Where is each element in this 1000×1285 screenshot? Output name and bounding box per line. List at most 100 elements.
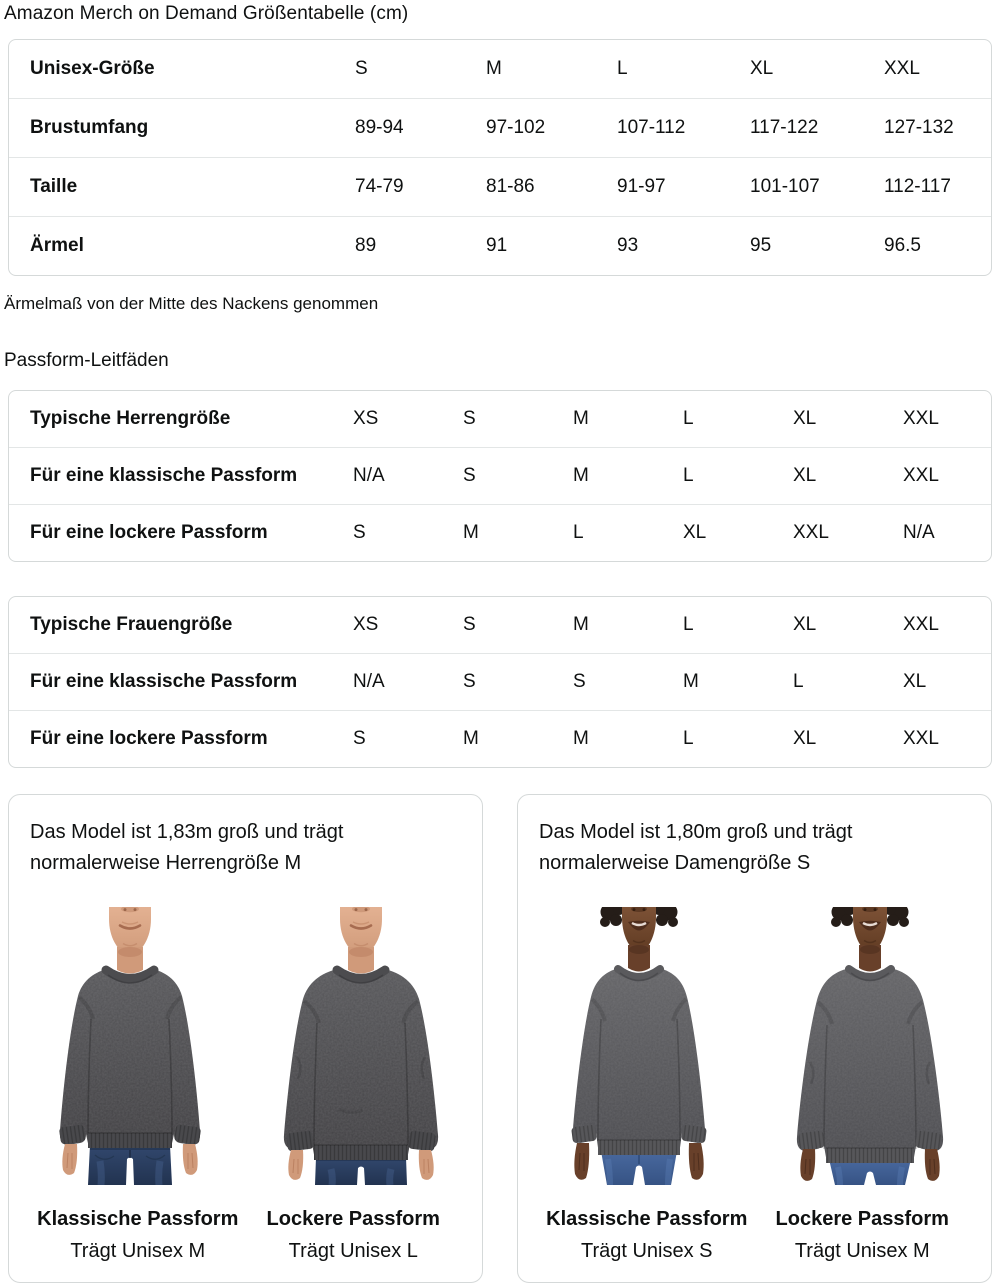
size-value: XL bbox=[793, 614, 817, 635]
fit-label: Klassische Passform bbox=[37, 1208, 239, 1230]
table-row: Ärmel 89 91 93 95 96.5 bbox=[9, 216, 991, 275]
size-value: 112-117 bbox=[884, 157, 991, 216]
size-value: 101-107 bbox=[750, 157, 884, 216]
model-caption: Klassische Passform Trägt Unisex M bbox=[30, 1207, 246, 1263]
hem-band bbox=[826, 1147, 914, 1163]
size-value: L bbox=[793, 653, 903, 710]
row-label: Für eine klassische Passform bbox=[9, 447, 353, 504]
right-cuff bbox=[681, 1125, 707, 1143]
size-value: XXL bbox=[903, 614, 939, 635]
size-value: 107-112 bbox=[617, 98, 750, 157]
size-value: S bbox=[353, 504, 463, 561]
hands bbox=[62, 1144, 198, 1175]
row-label: Für eine klassische Passform bbox=[9, 653, 353, 710]
size-value: M bbox=[463, 710, 573, 767]
fit-guides-heading: Passform-Leitfäden bbox=[4, 350, 169, 371]
size-value: 95 bbox=[750, 216, 884, 275]
mens-fit-table: Typische Herrengröße XS S M L XL XXL Für… bbox=[8, 390, 992, 562]
womens-fit-table: Typische Frauengröße XS S M L XL XXL Für… bbox=[8, 596, 992, 768]
size-value: S bbox=[355, 58, 368, 79]
size-value: L bbox=[573, 504, 683, 561]
size-value: L bbox=[683, 710, 793, 767]
model-captions: Klassische Passform Trägt Unisex S Locke… bbox=[539, 1207, 970, 1263]
size-value: S bbox=[463, 653, 573, 710]
model-photo-female-loose-fit bbox=[770, 907, 970, 1185]
left-cuff bbox=[571, 1125, 597, 1143]
unisex-size-table: Unisex-Größe S M L XL XXL Brustumfang 89… bbox=[8, 39, 992, 276]
row-label: Für eine lockere Passform bbox=[9, 710, 353, 767]
size-value: M bbox=[573, 447, 683, 504]
size-value: 93 bbox=[617, 216, 750, 275]
model-description: Das Model ist 1,80m groß und trägt norma… bbox=[539, 821, 853, 874]
size-value: S bbox=[353, 710, 463, 767]
size-value: XL bbox=[793, 447, 903, 504]
size-value: XL bbox=[683, 504, 793, 561]
size-value: N/A bbox=[903, 504, 991, 561]
model-photos bbox=[30, 907, 461, 1185]
model-photo-male-classic-fit bbox=[30, 907, 230, 1185]
womens-model-card: Das Model ist 1,80m groß und trägt norma… bbox=[517, 794, 992, 1283]
hem-band bbox=[598, 1139, 680, 1155]
hem-band bbox=[88, 1132, 172, 1148]
size-value: 97-102 bbox=[486, 98, 617, 157]
left-cuff bbox=[798, 1130, 825, 1150]
table-row: Typische Herrengröße XS S M L XL XXL bbox=[9, 391, 991, 447]
size-label: Trägt Unisex M bbox=[70, 1240, 206, 1262]
jeans bbox=[88, 1145, 172, 1185]
size-label: Trägt Unisex L bbox=[288, 1240, 418, 1262]
size-value: 91-97 bbox=[617, 157, 750, 216]
table-row: Für eine klassische Passform N/A S S M L… bbox=[9, 653, 991, 710]
model-caption: Klassische Passform Trägt Unisex S bbox=[539, 1207, 755, 1263]
model-photo-female-classic-fit bbox=[539, 907, 739, 1185]
table-row: Für eine lockere Passform S M L XL XXL N… bbox=[9, 504, 991, 561]
size-value: XL bbox=[793, 710, 903, 767]
size-value: M bbox=[683, 653, 793, 710]
size-value: 96.5 bbox=[884, 216, 991, 275]
size-value: 89 bbox=[355, 216, 486, 275]
size-value: S bbox=[573, 653, 683, 710]
hands bbox=[800, 1149, 940, 1181]
model-captions: Klassische Passform Trägt Unisex M Locke… bbox=[30, 1207, 461, 1263]
table-row: Typische Frauengröße XS S M L XL XXL bbox=[9, 597, 991, 653]
size-value: S bbox=[463, 614, 476, 635]
table-row: Für eine lockere Passform S M M L XL XXL bbox=[9, 710, 991, 767]
size-label: Trägt Unisex M bbox=[794, 1240, 930, 1262]
size-value: M bbox=[486, 58, 502, 79]
row-label: Brustumfang bbox=[9, 98, 355, 157]
fit-label: Lockere Passform bbox=[266, 1208, 440, 1230]
size-value: L bbox=[683, 614, 694, 635]
model-photo-male-loose-fit bbox=[261, 907, 461, 1185]
size-value: N/A bbox=[353, 653, 463, 710]
table-row: Für eine klassische Passform N/A S M L X… bbox=[9, 447, 991, 504]
jeans bbox=[601, 1151, 677, 1185]
row-label: Unisex-Größe bbox=[30, 58, 155, 79]
size-value: M bbox=[573, 710, 683, 767]
table-row: Unisex-Größe S M L XL XXL bbox=[9, 40, 991, 98]
size-value: XL bbox=[750, 58, 774, 79]
size-value: XXL bbox=[793, 504, 903, 561]
size-value: XL bbox=[793, 408, 817, 429]
model-photos bbox=[539, 907, 970, 1185]
size-value: M bbox=[573, 614, 589, 635]
size-value: XS bbox=[353, 408, 379, 429]
right-cuff bbox=[174, 1124, 201, 1145]
size-value: 117-122 bbox=[750, 98, 884, 157]
jeans bbox=[315, 1157, 407, 1185]
row-label: Typische Frauengröße bbox=[30, 614, 233, 635]
size-value: XXL bbox=[903, 447, 991, 504]
size-value: 81-86 bbox=[486, 157, 617, 216]
size-value: L bbox=[683, 447, 793, 504]
row-label: Taille bbox=[9, 157, 355, 216]
model-cards-row: Das Model ist 1,83m groß und trägt norma… bbox=[8, 794, 1000, 1283]
table-row: Taille 74-79 81-86 91-97 101-107 112-117 bbox=[9, 157, 991, 216]
size-value: XXL bbox=[903, 408, 939, 429]
page-title: Amazon Merch on Demand Größentabelle (cm… bbox=[4, 3, 409, 24]
mens-model-card: Das Model ist 1,83m groß und trägt norma… bbox=[8, 794, 483, 1283]
fit-label: Lockere Passform bbox=[775, 1208, 949, 1230]
row-label: Für eine lockere Passform bbox=[9, 504, 353, 561]
left-cuff bbox=[59, 1124, 86, 1145]
size-value: XL bbox=[903, 653, 991, 710]
size-value: S bbox=[463, 447, 573, 504]
row-label: Typische Herrengröße bbox=[30, 408, 231, 429]
size-value: 91 bbox=[486, 216, 617, 275]
